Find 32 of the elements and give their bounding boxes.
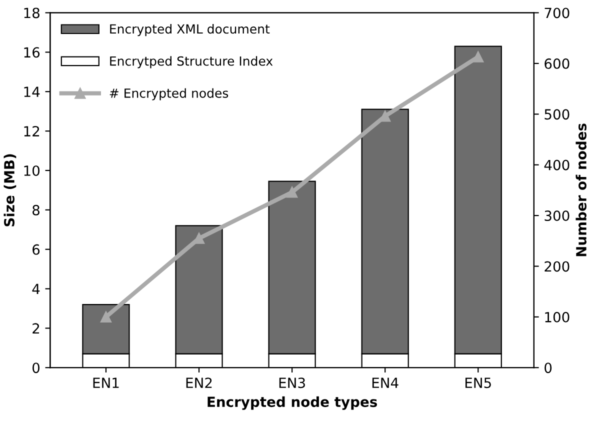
y2-tick-label: 600 — [544, 58, 570, 69]
x-tick-label: EN5 — [465, 378, 491, 388]
y2-tick-label: 700 — [544, 8, 570, 18]
point — [472, 51, 484, 62]
x-tick-label: EN3 — [279, 378, 305, 388]
y2-tick-label: 400 — [544, 160, 570, 170]
y-axis-title: Size (MB) — [4, 154, 16, 226]
y2-tick-label: 200 — [544, 261, 570, 272]
y-tick-label: 0 — [32, 362, 40, 374]
point — [286, 186, 298, 198]
y-tick-label: 4 — [32, 284, 40, 294]
y-tick-label: 10 — [24, 165, 40, 176]
y2-tick-label: 500 — [544, 109, 570, 120]
y-tick-label: 12 — [24, 126, 40, 136]
y2-tick-label: 100 — [545, 312, 570, 322]
y-tick-label: 2 — [32, 323, 40, 334]
y-tick-label: 18 — [24, 8, 40, 18]
x-axis-title: Encrypted node types — [208, 396, 378, 410]
y-tick-label: 16 — [24, 47, 40, 58]
x-tick-label: EN1 — [93, 378, 119, 388]
legend-label: # Encrypted nodes — [110, 88, 228, 100]
y-tick-label: 6 — [32, 244, 40, 255]
point — [100, 311, 112, 322]
y2-tick-label: 0 — [544, 362, 552, 374]
y-tick-label: 8 — [32, 204, 40, 216]
y2-axis-title: Number of nodes — [576, 124, 586, 256]
x-tick-label: EN4 — [372, 378, 398, 388]
x-tick-label: EN2 — [186, 378, 212, 388]
legend-label: Encrytped Structure Index — [110, 56, 273, 68]
y2-tick-label: 300 — [544, 210, 570, 222]
legend-label: Encrypted XML document — [110, 24, 270, 36]
y-tick-label: 14 — [24, 86, 40, 97]
